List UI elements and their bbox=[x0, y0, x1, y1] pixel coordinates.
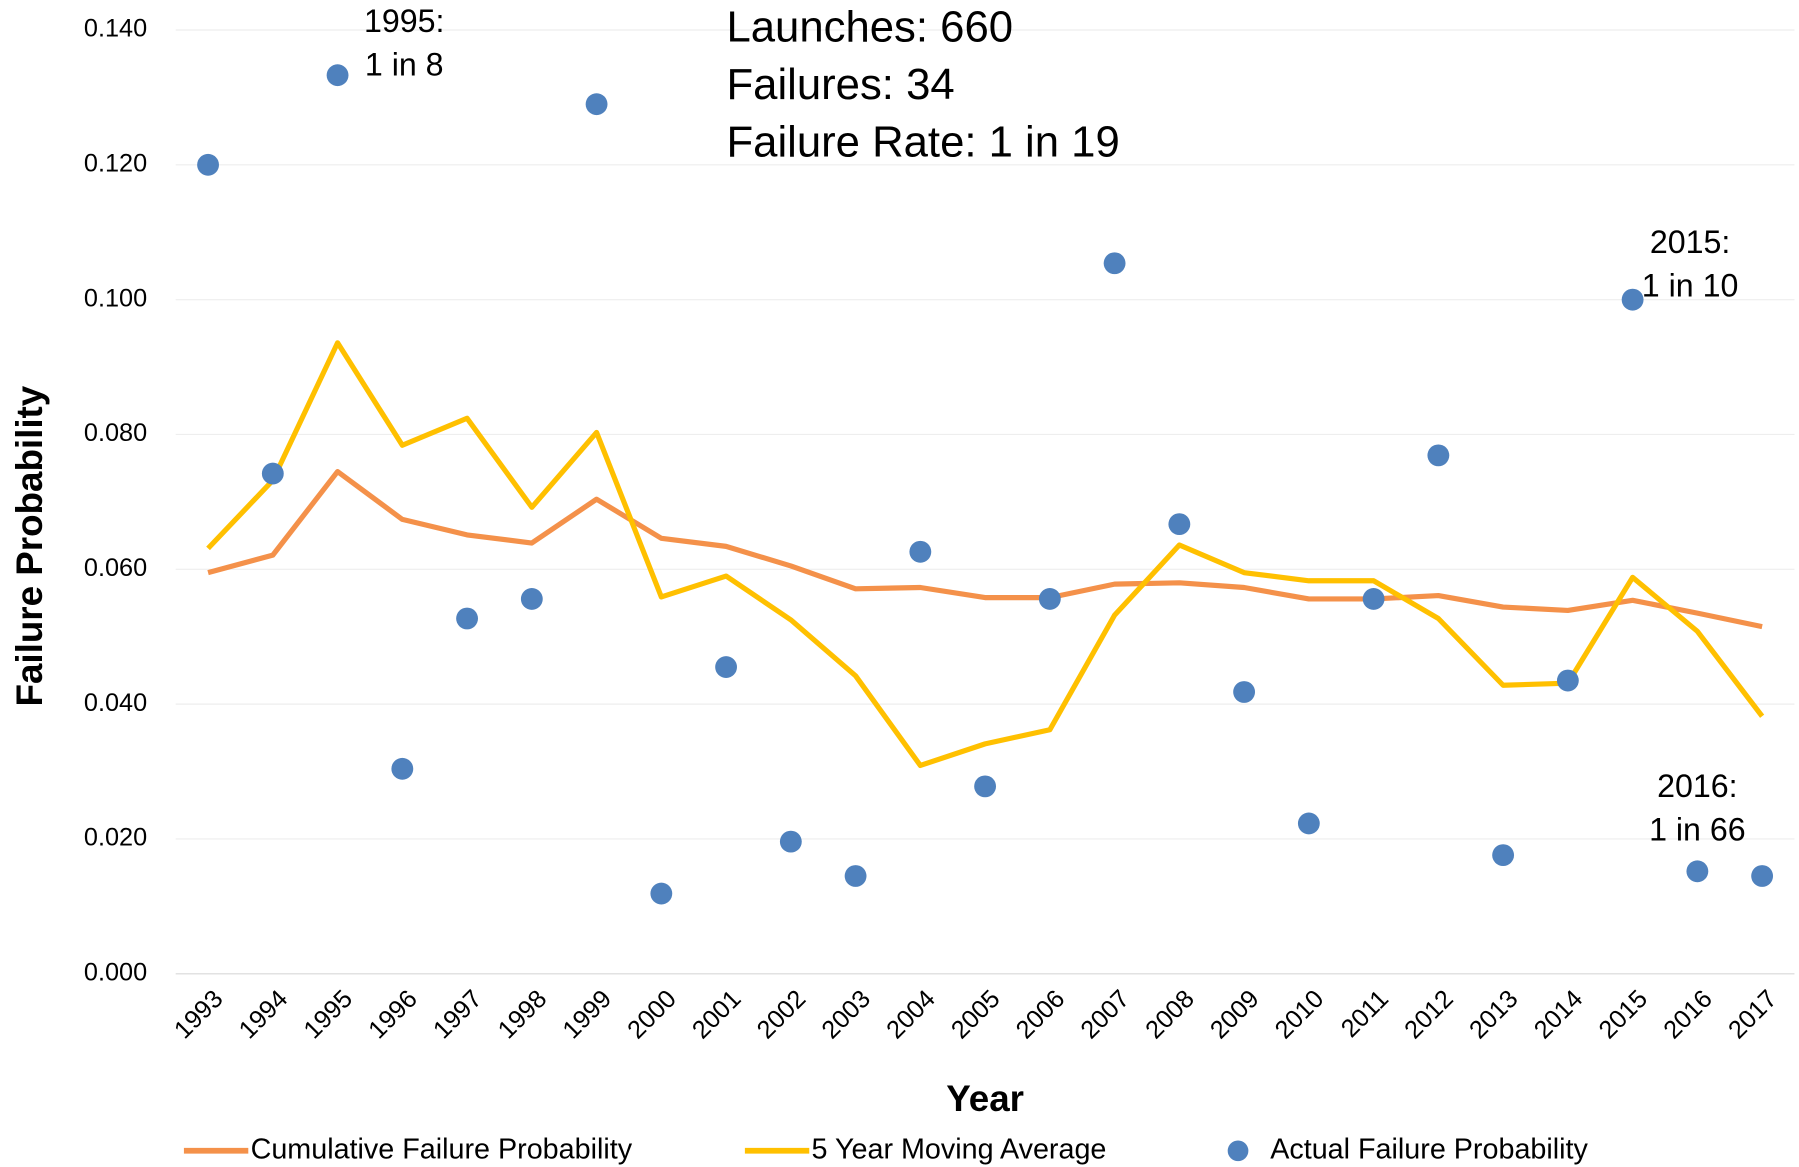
x-tick-label: 1995 bbox=[298, 985, 358, 1045]
legend-label: Actual Failure Probability bbox=[1270, 1133, 1588, 1165]
x-tick-label: 2005 bbox=[946, 985, 1006, 1045]
legend-label: 5 Year Moving Average bbox=[812, 1133, 1107, 1165]
scatter-point bbox=[1621, 288, 1644, 311]
x-tick-label: 2000 bbox=[622, 985, 682, 1045]
y-tick-label: 0.060 bbox=[84, 554, 147, 582]
y-tick-label: 0.000 bbox=[84, 958, 147, 986]
scatter-point bbox=[779, 830, 802, 853]
x-tick-label: 2003 bbox=[816, 985, 876, 1045]
x-tick-label: 2014 bbox=[1529, 985, 1589, 1045]
x-tick-label: 2016 bbox=[1658, 985, 1718, 1045]
scatter-point bbox=[261, 462, 284, 485]
legend-swatch bbox=[1227, 1140, 1249, 1162]
x-tick-label: 1997 bbox=[428, 985, 488, 1045]
scatter-point bbox=[1556, 669, 1579, 692]
x-tick-label: 2002 bbox=[752, 985, 812, 1045]
annotation: 2015: bbox=[1650, 224, 1731, 260]
y-tick-label: 0.120 bbox=[84, 150, 147, 178]
x-tick-label: 1998 bbox=[493, 985, 553, 1045]
x-tick-label: 2012 bbox=[1399, 985, 1459, 1045]
x-tick-label: 1996 bbox=[363, 985, 423, 1045]
scatter-point bbox=[1492, 844, 1515, 867]
x-tick-label: 2010 bbox=[1270, 985, 1330, 1045]
x-tick-label: 2013 bbox=[1464, 985, 1524, 1045]
scatter-point bbox=[520, 588, 543, 610]
x-tick-label: 2007 bbox=[1076, 985, 1136, 1045]
x-tick-label: 2004 bbox=[881, 985, 941, 1045]
scatter-point bbox=[197, 153, 219, 176]
annotation: 1995: bbox=[364, 3, 445, 39]
x-tick-label: 1993 bbox=[169, 985, 229, 1045]
x-tick-label: 2017 bbox=[1723, 985, 1783, 1045]
scatter-point bbox=[456, 607, 478, 630]
scatter-point bbox=[1038, 588, 1061, 610]
y-tick-label: 0.020 bbox=[84, 824, 147, 852]
scatter-point bbox=[585, 93, 608, 116]
summary-text: Launches: 660 bbox=[726, 3, 1013, 52]
scatter-point bbox=[1233, 681, 1256, 703]
scatter-point bbox=[1686, 860, 1709, 883]
scatter-point bbox=[391, 757, 414, 780]
scatter-point bbox=[1103, 252, 1126, 275]
scatter-point bbox=[1297, 812, 1320, 835]
annotation: 1 in 66 bbox=[1649, 812, 1746, 848]
legend-label: Cumulative Failure Probability bbox=[251, 1133, 633, 1165]
x-tick-label: 1999 bbox=[557, 985, 617, 1045]
annotation: 1 in 10 bbox=[1642, 268, 1739, 304]
y-tick-label: 0.040 bbox=[84, 689, 147, 717]
scatter-point bbox=[1362, 588, 1385, 610]
summary-text: Failures: 34 bbox=[726, 60, 954, 109]
scatter-point bbox=[844, 865, 867, 887]
annotation: 2016: bbox=[1657, 768, 1738, 804]
summary-text: Failure Rate: 1 in 19 bbox=[726, 117, 1119, 166]
x-tick-label: 2006 bbox=[1011, 985, 1071, 1045]
x-tick-label: 2008 bbox=[1140, 985, 1200, 1045]
x-tick-label: 2001 bbox=[687, 985, 747, 1045]
scatter-point bbox=[1751, 865, 1774, 887]
scatter-point bbox=[1427, 444, 1450, 467]
scatter-point bbox=[650, 882, 673, 905]
x-tick-label: 2009 bbox=[1205, 985, 1265, 1045]
y-tick-label: 0.140 bbox=[84, 15, 147, 43]
y-tick-label: 0.080 bbox=[84, 419, 147, 447]
scatter-point bbox=[715, 656, 738, 678]
x-tick-label: 2015 bbox=[1594, 985, 1654, 1045]
y-axis-title: Failure Probability bbox=[9, 385, 50, 706]
line-series bbox=[207, 468, 1763, 630]
scatter-point bbox=[909, 540, 932, 563]
x-axis-title: Year bbox=[946, 1078, 1024, 1119]
annotation: 1 in 8 bbox=[365, 47, 444, 83]
scatter-point bbox=[326, 64, 349, 87]
y-tick-label: 0.100 bbox=[84, 284, 147, 312]
scatter-point bbox=[974, 775, 997, 798]
x-tick-label: 2011 bbox=[1336, 985, 1394, 1043]
scatter-point bbox=[1168, 513, 1191, 536]
x-tick-label: 1994 bbox=[234, 985, 294, 1045]
line-series bbox=[206, 340, 1765, 769]
